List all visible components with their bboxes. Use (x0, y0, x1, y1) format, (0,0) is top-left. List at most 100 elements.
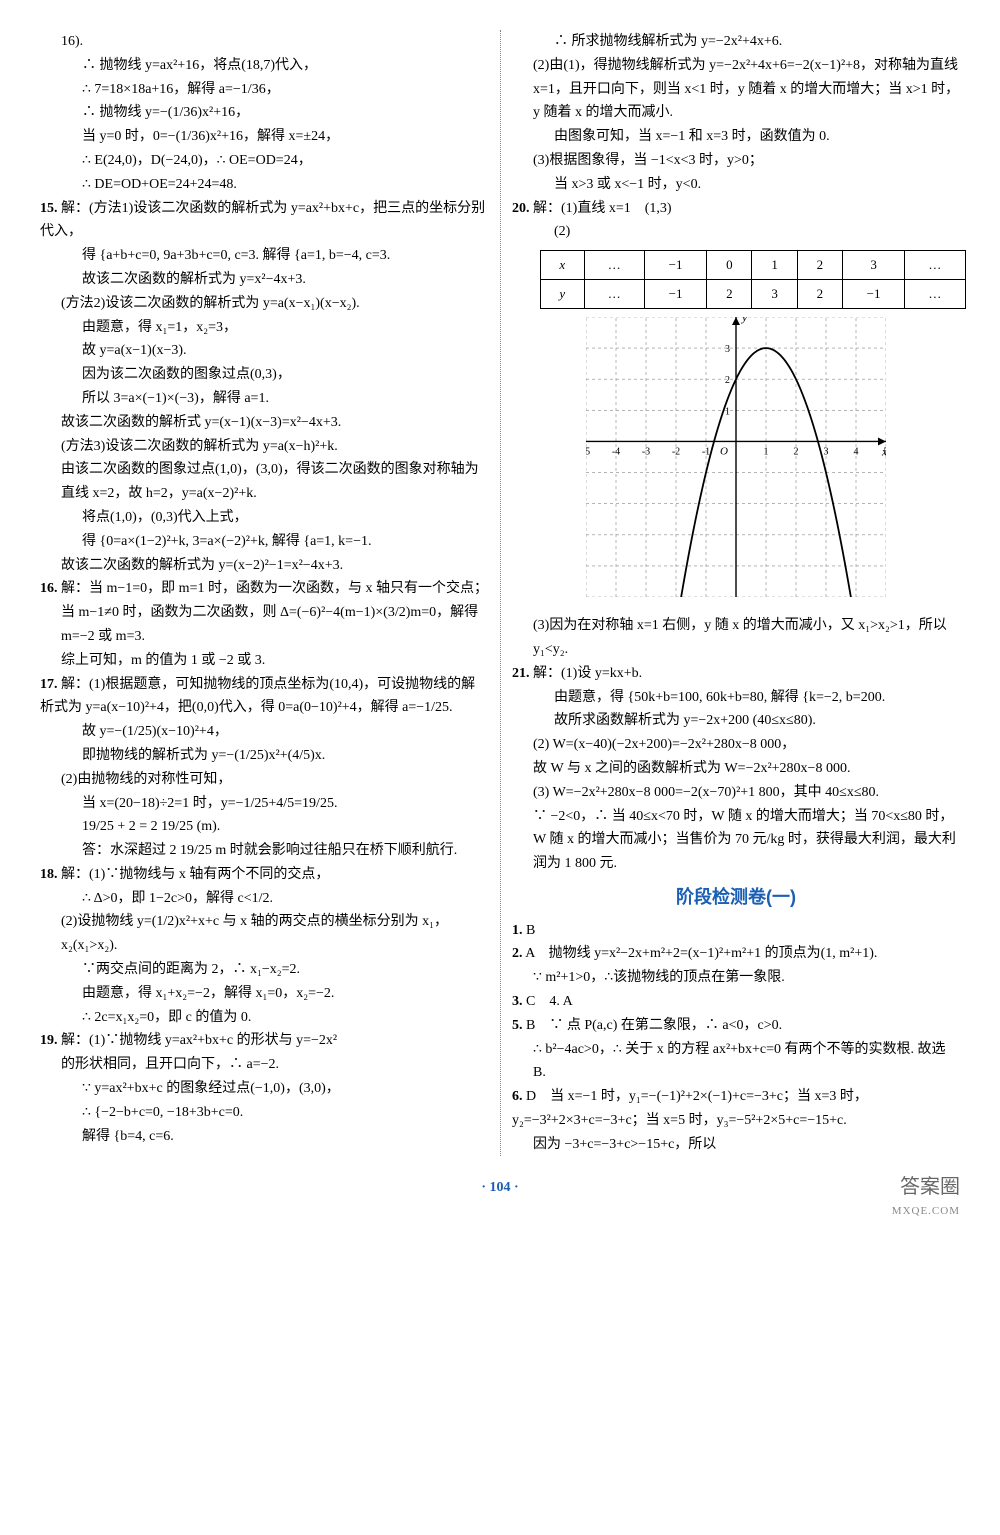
svg-text:-5: -5 (586, 447, 590, 458)
text: (3) W=−2x²+280x−8 000=−2(x−70)²+1 800，其中… (512, 781, 960, 805)
text: (方法3)设该二次函数的解析式为 y=a(x−h)²+k. (40, 435, 488, 459)
ans5: 5. B ∵ 点 P(a,c) 在第二象限，∴ a<0，c>0. (512, 1014, 960, 1038)
text: A 抛物线 y=x²−2x+m²+2=(x−1)²+m²+1 的顶点为(1, m… (525, 946, 877, 961)
qnum: 17. (40, 677, 58, 692)
text: B (526, 923, 535, 938)
svg-text:2: 2 (725, 376, 730, 387)
text: 由题意，得 {50k+b=100, 60k+b=80, 解得 {k=−2, b=… (512, 686, 960, 710)
text: ∴ {−2−b+c=0, −18+3b+c=0. (40, 1101, 488, 1125)
qnum: 18. (40, 867, 58, 882)
q18-head: 18. 解：(1)∵抛物线与 x 轴有两个不同的交点， (40, 863, 488, 887)
text: ∵ −2<0，∴ 当 40≤x<70 时，W 随 x 的增大而增大；当 70<x… (512, 805, 960, 876)
cell: 3 (842, 251, 904, 280)
ans2: 2. A 抛物线 y=x²−2x+m²+2=(x−1)²+m²+1 的顶点为(1… (512, 942, 960, 966)
page-footer: · 104 · 答案圈 MXQE.COM (40, 1176, 960, 1200)
text: ∴ Δ>0，即 1−2c>0，解得 c<1/2. (40, 887, 488, 911)
text: D 当 x=−1 时，y₁=−(−1)²+2×(−1)+c=−3+c；当 x=3… (512, 1089, 868, 1128)
text: B ∵ 点 P(a,c) 在第二象限，∴ a<0，c>0. (526, 1018, 782, 1033)
cell: 2 (797, 251, 842, 280)
text: ∴ DE=OD+OE=24+24=48. (40, 173, 488, 197)
qnum: 2. (512, 946, 523, 961)
text: ∴ 2c=x₁x₂=0，即 c 的值为 0. (40, 1006, 488, 1030)
cell: y (541, 280, 585, 309)
text: 解：当 m−1=0，即 m=1 时，函数为一次函数，与 x 轴只有一个交点； (61, 581, 488, 596)
svg-text:y: y (741, 317, 748, 324)
text: 解：(1)直线 x=1 (1,3) (533, 201, 672, 216)
q15-head: 15. 解：(方法1)设该二次函数的解析式为 y=ax²+bx+c，把三点的坐标… (40, 197, 488, 245)
text: 故该二次函数的解析式为 y=x²−4x+3. (40, 268, 488, 292)
text: 解：(1)∵抛物线与 x 轴有两个不同的交点， (61, 867, 329, 882)
ans6b: 因为 −3+c=−3+c>−15+c，所以 (512, 1133, 960, 1157)
text: 由题意，得 x₁=1，x₂=3， (40, 316, 488, 340)
cell: −1 (644, 251, 706, 280)
cell: 0 (707, 251, 752, 280)
text: 19/25 + 2 = 2 19/25 (m). (40, 815, 488, 839)
ans6: 6. D 当 x=−1 时，y₁=−(−1)²+2×(−1)+c=−3+c；当 … (512, 1085, 960, 1133)
cell: 1 (752, 251, 797, 280)
text: 的形状相同，且开口向下，∴ a=−2. (40, 1053, 488, 1077)
q19-head: 19. 解：(1)∵抛物线 y=ax²+bx+c 的形状与 y=−2x² (40, 1029, 488, 1053)
text: (2) W=(x−40)(−2x+200)=−2x²+280x−8 000， (512, 733, 960, 757)
text: (3)根据图象得，当 −1<x<3 时，y>0； (512, 149, 960, 173)
svg-text:x: x (881, 445, 886, 459)
svg-text:2: 2 (794, 447, 799, 458)
text: ∵ y=ax²+bx+c 的图象经过点(−1,0)，(3,0)， (40, 1077, 488, 1101)
text: 得 {0=a×(1−2)²+k, 3=a×(−2)²+k, 解得 {a=1, k… (40, 530, 488, 554)
text: 故所求函数解析式为 y=−2x+200 (40≤x≤80). (512, 709, 960, 733)
qnum: 5. (512, 1018, 523, 1033)
text: 当 x=(20−18)÷2=1 时，y=−1/25+4/5=19/25. (40, 792, 488, 816)
text: 因为该二次函数的图象过点(0,3)， (40, 363, 488, 387)
qnum: 1. (512, 923, 523, 938)
text: 故该二次函数的解析式为 y=(x−2)²−1=x²−4x+3. (40, 554, 488, 578)
q20-graph: -5-4-3-2-112345123Oxy (512, 317, 960, 606)
page-columns: 16). ∴ 抛物线 y=ax²+16，将点(18,7)代入， ∴ 7=18×1… (40, 30, 960, 1156)
svg-text:-4: -4 (612, 447, 620, 458)
qnum: 15. (40, 201, 58, 216)
ans2b: ∵ m²+1>0，∴该抛物线的顶点在第一象限. (512, 966, 960, 990)
text: 解得 {b=4, c=6. (40, 1125, 488, 1149)
cell: … (905, 251, 965, 280)
text: ∴ 抛物线 y=ax²+16，将点(18,7)代入， (40, 54, 488, 78)
cell: … (584, 280, 644, 309)
section-title: 阶段检测卷(一) (512, 882, 960, 913)
text: 故 y=a(x−1)(x−3). (40, 339, 488, 363)
text: (2)由(1)，得抛物线解析式为 y=−2x²+4x+6=−2(x−1)²+8，… (512, 54, 960, 125)
svg-text:3: 3 (725, 344, 730, 355)
ans5b: ∴ b²−4ac>0，∴ 关于 x 的方程 ax²+bx+c=0 有两个不等的实… (512, 1038, 960, 1086)
text: 得 {a+b+c=0, 9a+3b+c=0, c=3. 解得 {a=1, b=−… (40, 244, 488, 268)
svg-text:3: 3 (824, 447, 829, 458)
text: (2) (512, 220, 960, 244)
text: 答：水深超过 2 19/25 m 时就会影响过往船只在桥下顺利航行. (40, 839, 488, 863)
watermark: 答案圈 (900, 1170, 960, 1204)
qnum: 6. (512, 1089, 523, 1104)
text: 解：(1)根据题意，可知抛物线的顶点坐标为(10,4)，可设抛物线的解析式为 y… (40, 677, 475, 716)
qnum: 3. (512, 994, 523, 1009)
cell: 2 (797, 280, 842, 309)
text: 故 W 与 x 之间的函数解析式为 W=−2x²+280x−8 000. (512, 757, 960, 781)
text: 故 y=−(1/25)(x−10)²+4， (40, 720, 488, 744)
q16-head: 16. 解：当 m−1=0，即 m=1 时，函数为一次函数，与 x 轴只有一个交… (40, 577, 488, 601)
q17-head: 17. 解：(1)根据题意，可知抛物线的顶点坐标为(10,4)，可设抛物线的解析… (40, 673, 488, 721)
cell: … (905, 280, 965, 309)
q20-table: x … −1 0 1 2 3 … y … −1 2 3 2 −1 … (540, 250, 966, 309)
text: 由该二次函数的图象过点(1,0)，(3,0)，得该二次函数的图象对称轴为直线 x… (40, 458, 488, 506)
text: 由图象可知，当 x=−1 和 x=3 时，函数值为 0. (512, 125, 960, 149)
text: 将点(1,0)，(0,3)代入上式， (40, 506, 488, 530)
svg-text:1: 1 (764, 447, 769, 458)
text: 当 x>3 或 x<−1 时，y<0. (512, 173, 960, 197)
text: 综上可知，m 的值为 1 或 −2 或 3. (40, 649, 488, 673)
q21-head: 21. 解：(1)设 y=kx+b. (512, 662, 960, 686)
qnum: 16. (40, 581, 58, 596)
text: (2)由抛物线的对称性可知， (40, 768, 488, 792)
text: (3)因为在对称轴 x=1 右侧，y 随 x 的增大而减小，又 x₁>x₂>1，… (512, 614, 960, 662)
svg-text:-1: -1 (702, 447, 710, 458)
cell: x (541, 251, 585, 280)
text: 解：(1)∵抛物线 y=ax²+bx+c 的形状与 y=−2x² (61, 1033, 337, 1048)
text: ∵两交点间的距离为 2，∴ x₁−x₂=2. (40, 958, 488, 982)
table-row: y … −1 2 3 2 −1 … (541, 280, 966, 309)
svg-text:-3: -3 (642, 447, 650, 458)
cell: … (584, 251, 644, 280)
text: 当 y=0 时，0=−(1/36)x²+16，解得 x=±24， (40, 125, 488, 149)
svg-text:-2: -2 (672, 447, 680, 458)
text: 解：(1)设 y=kx+b. (533, 666, 642, 681)
